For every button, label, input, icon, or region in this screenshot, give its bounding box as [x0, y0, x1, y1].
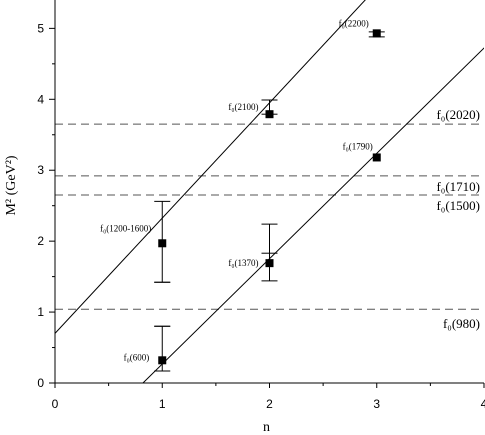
y-tick-label: 0	[37, 376, 44, 390]
y-axis-label: M² (GeV²)	[4, 155, 19, 215]
y-tick-label: 1	[37, 305, 44, 319]
plot-area	[55, 0, 484, 383]
data-point	[158, 239, 167, 248]
reference-label: f₀(1500)	[436, 198, 480, 213]
data-point	[158, 356, 167, 365]
fit-line	[142, 47, 484, 383]
x-tick-label: 0	[52, 397, 59, 411]
x-tick-label: 3	[373, 397, 380, 411]
x-tick-label: 1	[159, 397, 166, 411]
data-point	[372, 153, 381, 162]
y-tick-label: 2	[37, 234, 44, 248]
y-tick-label: 4	[37, 92, 44, 106]
data-point	[372, 29, 381, 38]
reference-label: f₀(980)	[443, 316, 480, 331]
x-tick-label: 2	[266, 397, 273, 411]
y-tick-label: 3	[37, 163, 44, 177]
x-tick-labels: 0 1 2 3 4	[52, 397, 485, 411]
point-label: f₀(1200-1600)	[100, 223, 151, 233]
data-point	[265, 110, 274, 119]
fit-lines	[55, 0, 484, 383]
data-point	[265, 259, 274, 268]
point-labels: f₀(600) f₀(1200-1600) f₀(1370) f₀(2100) f₀(1…	[100, 18, 373, 362]
point-label: f₀(600)	[124, 352, 150, 362]
y-tick-label: 5	[37, 21, 44, 35]
axes	[49, 0, 485, 388]
point-label: f₀(1370)	[228, 258, 258, 268]
data-points	[158, 29, 381, 365]
x-axis-label: n	[263, 420, 270, 435]
point-label: f₀(2200)	[339, 18, 369, 28]
point-label: f₀(2100)	[228, 102, 258, 112]
reference-label: f₀(1710)	[436, 179, 480, 194]
y-tick-labels: 0 1 2 3 4 5	[37, 21, 44, 390]
x-tick-label: 4	[481, 397, 485, 411]
point-label: f₀(1790)	[343, 141, 373, 151]
fit-line	[55, 0, 366, 334]
plot-background	[55, 0, 484, 383]
reference-labels: f₀(980) f₀(1500) f₀(1710) f₀(2020)	[436, 107, 480, 331]
reference-lines	[55, 123, 484, 310]
reference-label: f₀(2020)	[436, 107, 480, 122]
